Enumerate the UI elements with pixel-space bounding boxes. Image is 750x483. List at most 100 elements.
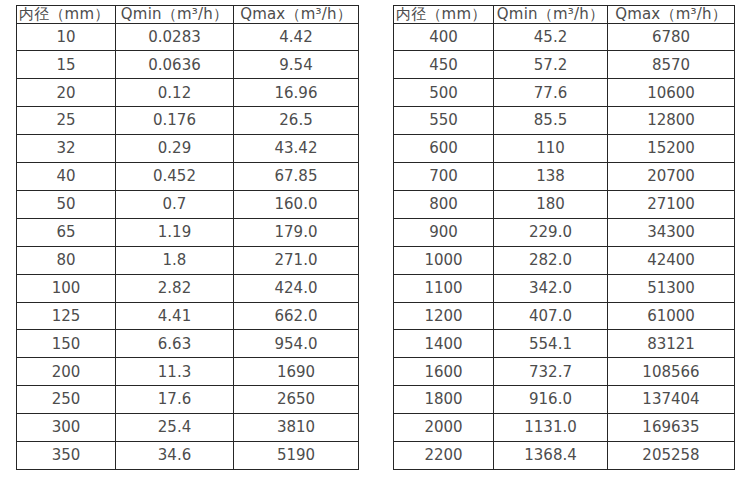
data-cell: 6780 [608, 23, 735, 51]
data-cell: 271.0 [234, 246, 359, 274]
data-cell: 2200 [394, 442, 494, 470]
data-cell: 20 [17, 79, 116, 107]
table-row: 22001368.4205258 [394, 442, 735, 470]
data-cell: 1131.0 [494, 414, 608, 442]
data-cell: 0.176 [116, 107, 234, 135]
data-cell: 1400 [394, 330, 494, 358]
data-cell: 916.0 [494, 386, 608, 414]
table-row: 900229.034300 [394, 218, 735, 246]
data-cell: 169635 [608, 414, 735, 442]
data-cell: 0.452 [116, 163, 234, 191]
table-row: 30025.43810 [17, 414, 359, 442]
data-cell: 2650 [234, 386, 359, 414]
data-cell: 51300 [608, 274, 735, 302]
data-cell: 2.82 [116, 274, 234, 302]
table-row: 1400554.183121 [394, 330, 735, 358]
header-cell: 内径（mm） [17, 6, 116, 24]
data-cell: 10 [17, 23, 116, 51]
data-cell: 342.0 [494, 274, 608, 302]
table-row: 60011015200 [394, 135, 735, 163]
data-cell: 180 [494, 190, 608, 218]
table-row: 25017.62650 [17, 386, 359, 414]
data-cell: 600 [394, 135, 494, 163]
data-cell: 300 [17, 414, 116, 442]
flow-spec-tables: 内径（mm）Qmin（m³/h）Qmax（m³/h）100.02834.4215… [0, 0, 750, 470]
data-cell: 8570 [608, 51, 735, 79]
data-cell: 200 [17, 358, 116, 386]
table-row: 500.7160.0 [17, 190, 359, 218]
data-cell: 100 [17, 274, 116, 302]
table-row: 1800916.0137404 [394, 386, 735, 414]
data-cell: 61000 [608, 302, 735, 330]
table-row: 651.19179.0 [17, 218, 359, 246]
table-row: 35034.65190 [17, 442, 359, 470]
data-cell: 1200 [394, 302, 494, 330]
data-cell: 4.42 [234, 23, 359, 51]
header-cell: Qmin（m³/h） [116, 6, 234, 24]
data-cell: 160.0 [234, 190, 359, 218]
table-row: 1254.41662.0 [17, 302, 359, 330]
table-row: 50077.610600 [394, 79, 735, 107]
data-cell: 138 [494, 163, 608, 191]
table-row: 45057.28570 [394, 51, 735, 79]
data-cell: 450 [394, 51, 494, 79]
table-row: 400.45267.85 [17, 163, 359, 191]
data-cell: 83121 [608, 330, 735, 358]
data-cell: 4.41 [116, 302, 234, 330]
data-cell: 85.5 [494, 107, 608, 135]
table-row: 100.02834.42 [17, 23, 359, 51]
data-cell: 34300 [608, 218, 735, 246]
table-row: 1000282.042400 [394, 246, 735, 274]
data-cell: 77.6 [494, 79, 608, 107]
data-cell: 150 [17, 330, 116, 358]
data-cell: 1690 [234, 358, 359, 386]
data-cell: 26.5 [234, 107, 359, 135]
table-row: 70013820700 [394, 163, 735, 191]
data-cell: 25 [17, 107, 116, 135]
data-cell: 25.4 [116, 414, 234, 442]
data-cell: 800 [394, 190, 494, 218]
data-cell: 900 [394, 218, 494, 246]
data-cell: 1800 [394, 386, 494, 414]
data-cell: 554.1 [494, 330, 608, 358]
data-cell: 1.8 [116, 246, 234, 274]
data-cell: 700 [394, 163, 494, 191]
data-cell: 424.0 [234, 274, 359, 302]
table-row: 20011.31690 [17, 358, 359, 386]
data-cell: 27100 [608, 190, 735, 218]
header-cell: Qmax（m³/h） [234, 6, 359, 24]
data-cell: 5190 [234, 442, 359, 470]
data-cell: 10600 [608, 79, 735, 107]
data-cell: 45.2 [494, 23, 608, 51]
table-row: 55085.512800 [394, 107, 735, 135]
data-cell: 732.7 [494, 358, 608, 386]
data-cell: 9.54 [234, 51, 359, 79]
table-row: 20001131.0169635 [394, 414, 735, 442]
data-cell: 350 [17, 442, 116, 470]
data-cell: 11.3 [116, 358, 234, 386]
data-cell: 43.42 [234, 135, 359, 163]
data-cell: 550 [394, 107, 494, 135]
data-cell: 1000 [394, 246, 494, 274]
data-cell: 500 [394, 79, 494, 107]
data-cell: 137404 [608, 386, 735, 414]
data-cell: 1100 [394, 274, 494, 302]
header-cell: 内径（mm） [394, 6, 494, 24]
data-cell: 1600 [394, 358, 494, 386]
header-cell: Qmax（m³/h） [608, 6, 735, 24]
data-cell: 6.63 [116, 330, 234, 358]
data-cell: 0.7 [116, 190, 234, 218]
data-cell: 16.96 [234, 79, 359, 107]
data-cell: 32 [17, 135, 116, 163]
data-cell: 20700 [608, 163, 735, 191]
data-cell: 42400 [608, 246, 735, 274]
table-row: 250.17626.5 [17, 107, 359, 135]
table-row: 801.8271.0 [17, 246, 359, 274]
data-cell: 0.29 [116, 135, 234, 163]
data-cell: 110 [494, 135, 608, 163]
data-cell: 17.6 [116, 386, 234, 414]
data-cell: 108566 [608, 358, 735, 386]
data-cell: 282.0 [494, 246, 608, 274]
table-row: 80018027100 [394, 190, 735, 218]
data-cell: 229.0 [494, 218, 608, 246]
